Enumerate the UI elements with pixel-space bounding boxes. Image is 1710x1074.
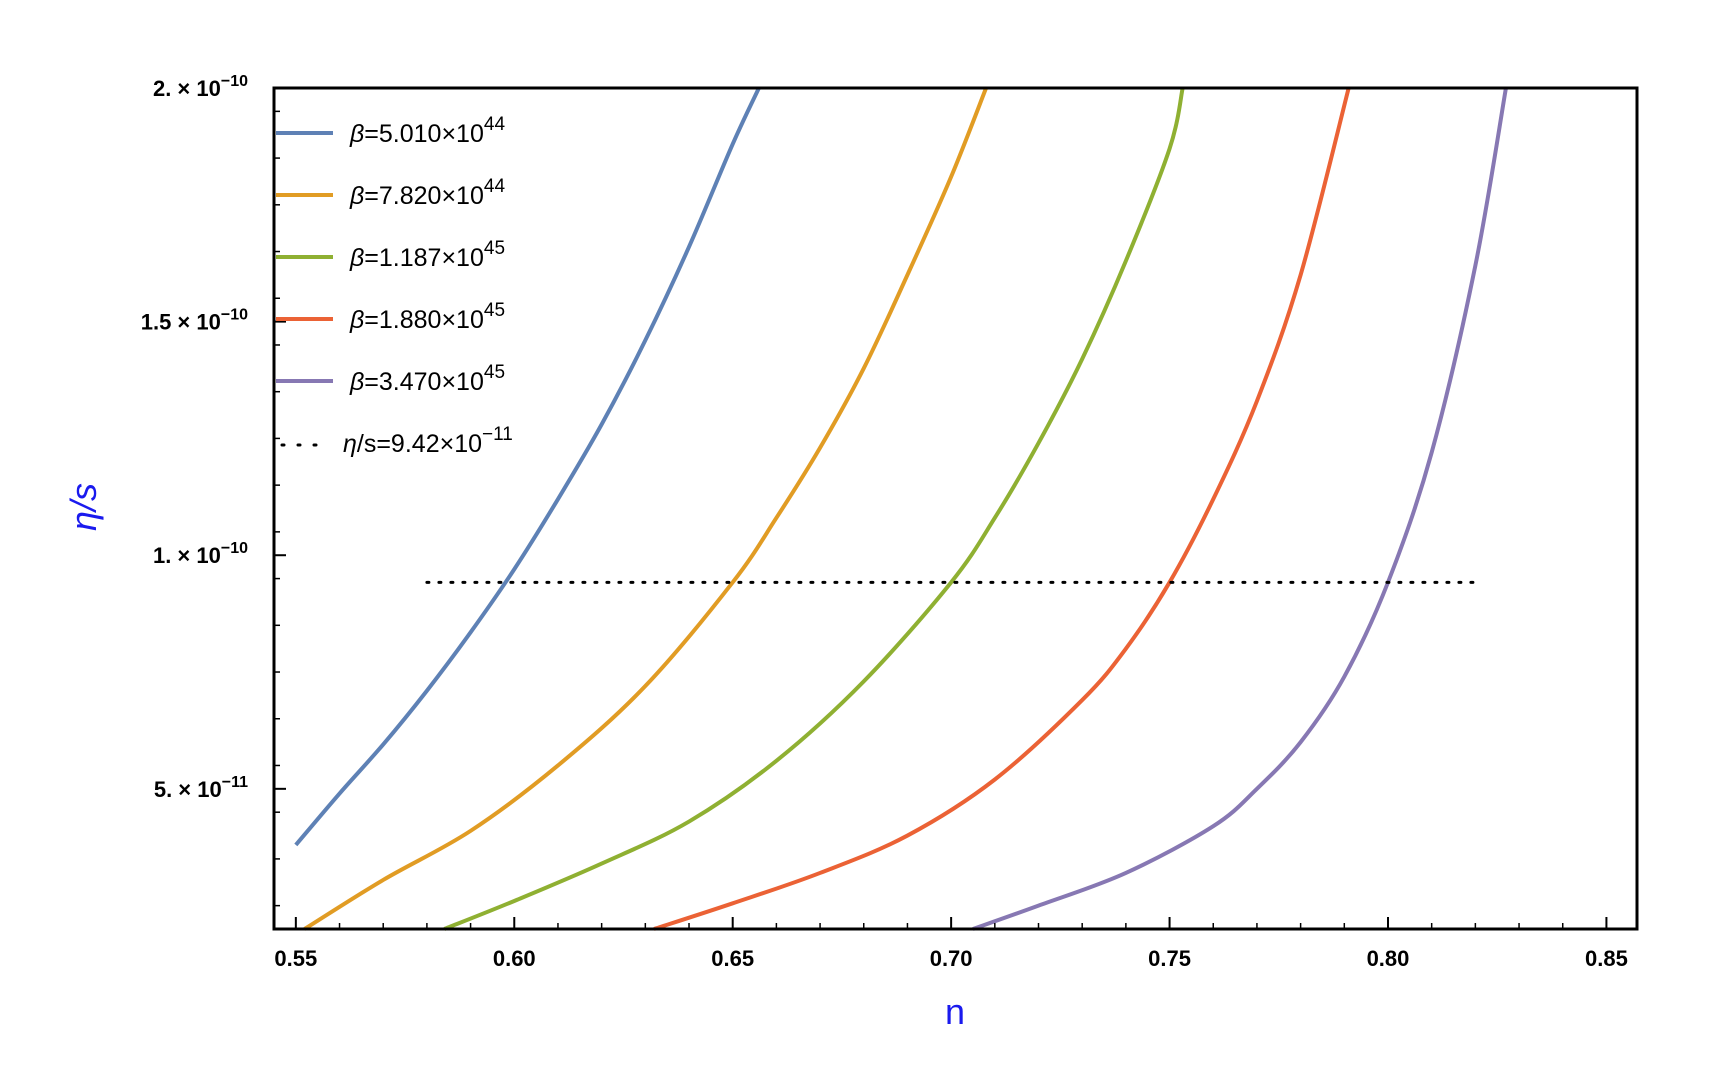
x-tick-label: 0.80 <box>1367 946 1410 971</box>
plot-frame <box>272 86 1639 931</box>
x-axis-title: n <box>945 991 965 1032</box>
x-tick-label: 0.55 <box>274 946 317 971</box>
legend-label-5: β=3.470×1045 <box>349 362 505 396</box>
y-axis-title: η/s <box>63 483 104 531</box>
x-tick-label: 0.65 <box>711 946 754 971</box>
series-line-4 <box>653 87 1351 931</box>
y-tick-label: 1.5 × 10−10 <box>141 307 248 335</box>
series-layer <box>294 87 1508 931</box>
legend-label-1: β=5.010×1044 <box>349 114 505 148</box>
y-tick-label: 5. × 10−11 <box>154 774 248 802</box>
legend-label-3: β=1.187×1045 <box>349 238 505 272</box>
series-line-2 <box>303 87 988 931</box>
y-tick-label: 1. × 10−10 <box>153 540 248 568</box>
series-line-5 <box>972 87 1508 931</box>
legend: β=5.010×1044 β=7.820×1044 β=1.187×1045 β=1.… <box>276 114 513 458</box>
x-tick-label: 0.85 <box>1585 946 1628 971</box>
tick-layer: 0.55 0.60 0.65 0.70 0.75 0.80 0.85 5. × 10−11 1.… <box>141 73 1628 971</box>
series-line-3 <box>443 87 1185 931</box>
legend-label-reference: η/s=9.42×10−11 <box>343 424 513 458</box>
series-line-1 <box>294 87 761 847</box>
x-tick-label: 0.70 <box>930 946 973 971</box>
legend-label-2: β=7.820×1044 <box>349 176 505 210</box>
x-tick-label: 0.60 <box>493 946 536 971</box>
x-tick-label: 0.75 <box>1148 946 1191 971</box>
legend-label-4: β=1.880×1045 <box>349 300 505 334</box>
y-tick-label: 2. × 10−10 <box>153 73 248 101</box>
